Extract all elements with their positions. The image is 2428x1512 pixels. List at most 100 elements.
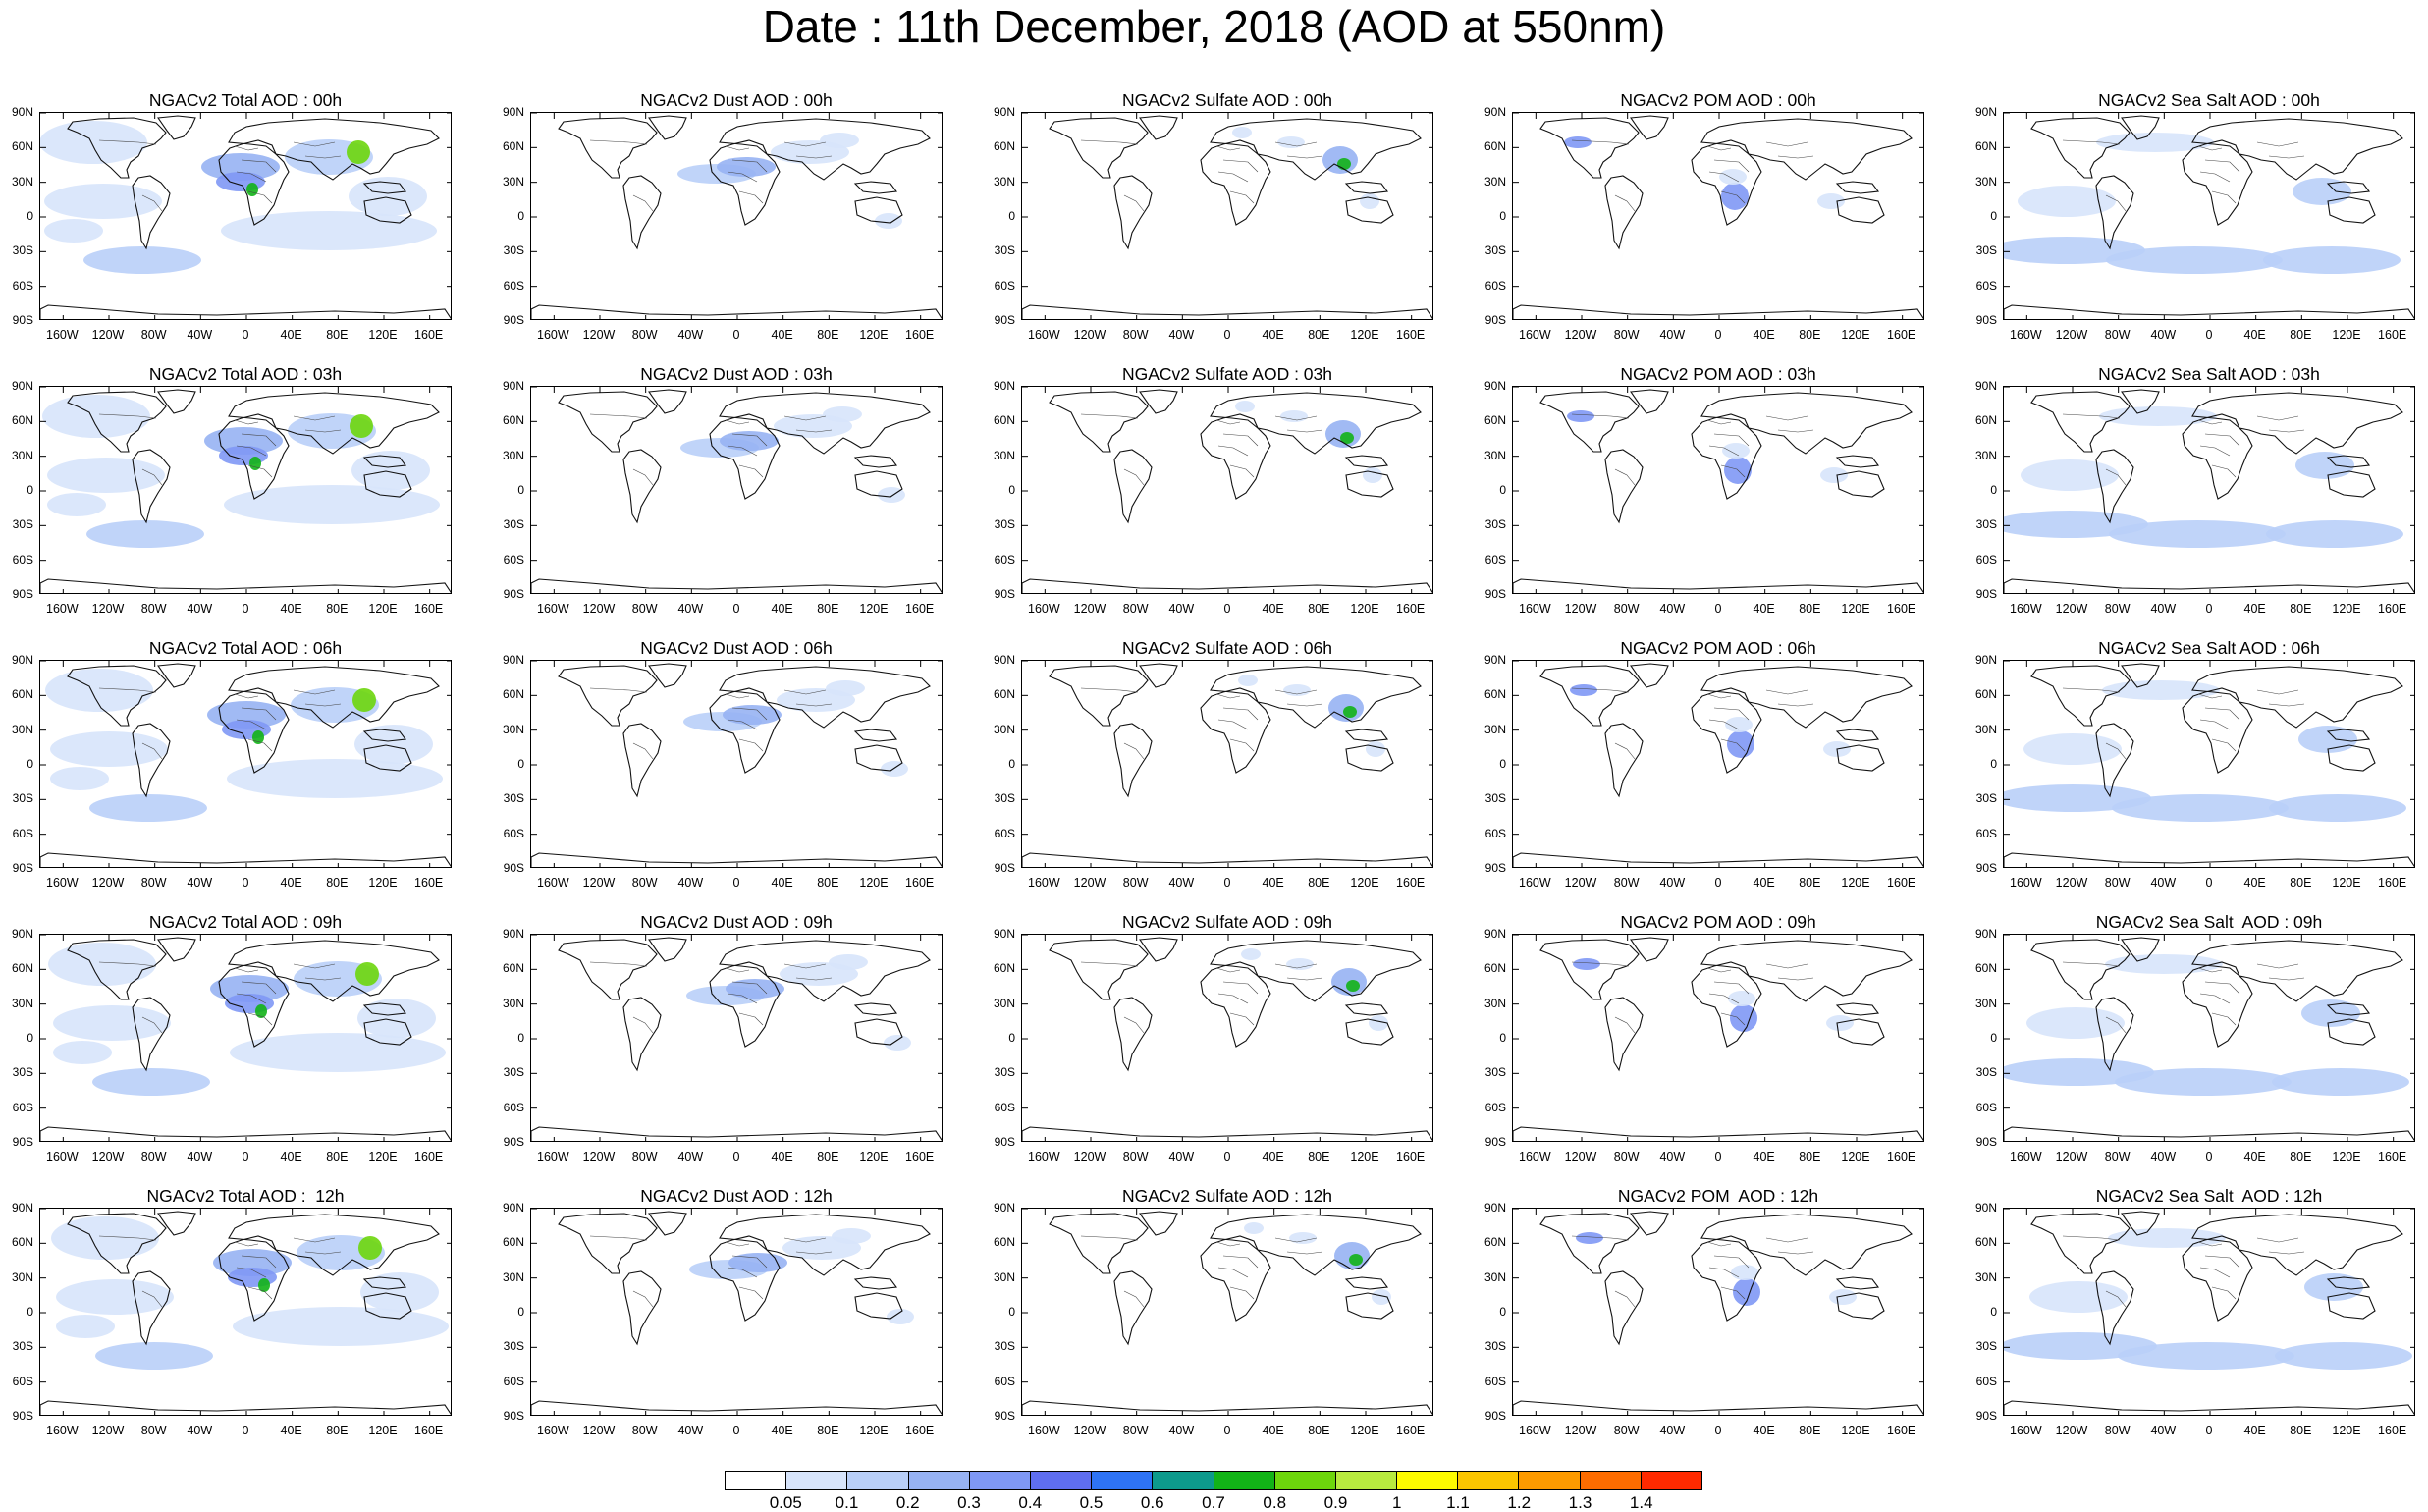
lon-tick-label: 80E xyxy=(1799,1424,1821,1437)
lon-tick-label: 40E xyxy=(280,1424,302,1437)
country-border xyxy=(589,413,648,419)
world-map xyxy=(531,661,942,867)
lon-tick-label: 80E xyxy=(817,1150,839,1163)
country-border xyxy=(783,689,827,695)
map-panel-dust-12h: NGACv2 Dust AOD : 12h 90N 60N 30N 0 30S 60S 90S… xyxy=(491,1186,943,1451)
country-border xyxy=(1080,961,1139,967)
lat-tick-label: 90N xyxy=(11,653,33,667)
map-panel-sea-salt-03h: NGACv2 Sea Salt AOD : 03h 90N 60N 30N 0 30S 60… xyxy=(1964,364,2415,629)
lon-tick-label: 160E xyxy=(1396,876,1426,890)
lon-tick-label: 120E xyxy=(1350,1424,1379,1437)
aod-field xyxy=(1722,443,1750,459)
coastline xyxy=(853,181,898,194)
aod-field xyxy=(350,414,373,438)
map-panel-dust-03h: NGACv2 Dust AOD : 03h 90N 60N 30N 0 30S 60S 90S… xyxy=(491,364,943,629)
coastline xyxy=(2030,1213,2131,1274)
aod-shading xyxy=(683,680,908,777)
coastline xyxy=(709,961,781,1048)
lon-tick-label: 80W xyxy=(2104,1424,2131,1437)
country-border xyxy=(2105,1016,2127,1034)
coastline xyxy=(2121,663,2160,688)
lat-tick-label: 90S xyxy=(12,587,33,601)
lat-tick-label: 30S xyxy=(503,243,524,258)
country-border xyxy=(2197,967,2223,973)
lat-tick-label: 60S xyxy=(503,552,524,567)
lat-tick-label: 30N xyxy=(1974,448,1997,462)
colorbar-label: 1.1 xyxy=(1446,1493,1470,1512)
country-borders xyxy=(1571,961,1814,1034)
country-border xyxy=(141,742,163,760)
country-border xyxy=(293,689,336,695)
lon-tick-label: 0 xyxy=(2205,1424,2213,1437)
lat-tick-label: 90S xyxy=(503,1135,524,1149)
coastline xyxy=(2095,997,2134,1072)
aod-field xyxy=(720,431,779,451)
aod-field xyxy=(1576,1232,1603,1244)
coastline xyxy=(1630,389,1669,414)
aod-field xyxy=(1346,980,1360,992)
country-border xyxy=(738,738,764,752)
lon-tick-label: 160E xyxy=(414,328,444,342)
country-borders xyxy=(1571,687,1814,760)
world-map xyxy=(2004,113,2414,319)
aod-field xyxy=(92,1068,210,1096)
lat-tick-label: 30N xyxy=(993,996,1015,1010)
country-border xyxy=(1706,693,1732,699)
country-border xyxy=(2105,468,2127,486)
country-border xyxy=(1274,415,1318,421)
lat-tick-label: 30N xyxy=(1974,1269,1997,1284)
lon-tick-label: 160W xyxy=(1519,1424,1551,1437)
aod-field xyxy=(2304,1273,2363,1301)
lon-tick-label: 120E xyxy=(1350,1150,1379,1163)
coastline xyxy=(67,391,167,453)
lon-tick-label: 0 xyxy=(732,602,740,616)
country-border xyxy=(1765,689,1808,695)
lon-tick-label: 120W xyxy=(91,602,125,616)
map-panel-sea-salt-06h: NGACv2 Sea Salt AOD : 06h 90N 60N 30N 0 30S 60… xyxy=(1964,638,2415,903)
coastline xyxy=(1344,1276,1389,1290)
coastline xyxy=(1604,449,1644,524)
lat-tick-label: 30S xyxy=(994,1065,1015,1080)
colorbar-label: 1.2 xyxy=(1507,1493,1532,1512)
lon-tick-label: 80E xyxy=(326,602,349,616)
lat-tick-label: 60S xyxy=(1975,826,1997,840)
lon-tick-label: 40E xyxy=(1262,876,1284,890)
panel-title: NGACv2 POM AOD : 09h xyxy=(1620,912,1816,932)
coastline xyxy=(40,304,451,319)
coastline xyxy=(1835,1002,1880,1016)
lon-tick-label: 80E xyxy=(1799,876,1821,890)
lon-tick-label: 120E xyxy=(859,602,889,616)
axis-ticks xyxy=(1022,1209,1432,1415)
country-border xyxy=(795,155,833,159)
country-border xyxy=(1222,981,1259,995)
coastline xyxy=(218,139,290,226)
country-border xyxy=(1217,171,1249,183)
aod-field xyxy=(50,767,109,790)
coastline xyxy=(1345,744,1394,772)
country-border xyxy=(2105,1290,2127,1308)
aod-field xyxy=(56,1279,174,1315)
axis-ticks xyxy=(1022,935,1432,1141)
lat-tick-label: 30N xyxy=(1484,722,1506,736)
lat-tick-label: 60N xyxy=(1974,687,1997,702)
coastline xyxy=(1835,1276,1880,1290)
lon-tick-label: 160E xyxy=(1887,1150,1916,1163)
lon-tick-label: 120W xyxy=(582,876,616,890)
country-border xyxy=(2211,738,2237,752)
lon-tick-label: 120E xyxy=(2332,328,2361,342)
coastlines xyxy=(1022,663,1432,867)
coastline xyxy=(1113,175,1153,250)
colorbar-swatch xyxy=(1397,1472,1459,1489)
lon-tick-label: 40W xyxy=(677,876,704,890)
country-border xyxy=(241,981,277,995)
lon-tick-label: 160W xyxy=(1519,876,1551,890)
map-panel-pom-06h: NGACv2 POM AOD : 06h 90N 60N 30N 0 30S 60S 90S 1… xyxy=(1473,638,1924,903)
lon-tick-label: 40E xyxy=(771,602,793,616)
country-border xyxy=(98,687,157,693)
colorbar-swatch xyxy=(908,1472,970,1489)
coastline xyxy=(1539,117,1640,179)
lon-tick-label: 0 xyxy=(1223,1424,1231,1437)
aod-field xyxy=(50,731,168,767)
country-border xyxy=(1229,1012,1255,1026)
aod-field xyxy=(1719,169,1747,185)
